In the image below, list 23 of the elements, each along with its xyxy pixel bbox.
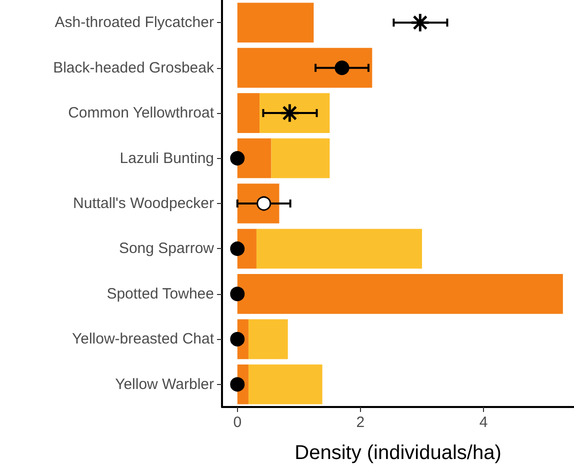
bar	[248, 319, 288, 360]
y-tick-label: Lazuli Bunting	[120, 150, 214, 167]
x-tick-label: 4	[479, 414, 488, 431]
y-tick-label: Common Yellowthroat	[68, 104, 215, 122]
y-tick-label: Yellow-breasted Chat	[72, 330, 215, 348]
bar	[248, 364, 322, 404]
y-tick-label: Song Sparrow	[118, 240, 214, 258]
bar	[237, 274, 563, 314]
y-tick-label: Spotted Towhee	[106, 285, 214, 302]
bar	[260, 93, 330, 133]
x-axis-title: Density (individuals/ha)	[294, 442, 502, 464]
bar	[237, 138, 272, 178]
y-tick-label: Nuttall's Woodpecker	[73, 195, 214, 212]
bar	[271, 138, 330, 178]
bar	[256, 228, 422, 269]
x-tick-label: 2	[356, 414, 365, 431]
bar	[237, 2, 314, 43]
bar	[237, 93, 260, 133]
x-tick-label: 0	[233, 414, 242, 431]
y-tick-label: Black-headed Grosbeak	[53, 59, 214, 76]
y-tick-label: Yellow Warbler	[115, 376, 214, 393]
bar	[237, 48, 372, 88]
y-tick-label: Ash-throated Flycatcher	[54, 14, 214, 32]
